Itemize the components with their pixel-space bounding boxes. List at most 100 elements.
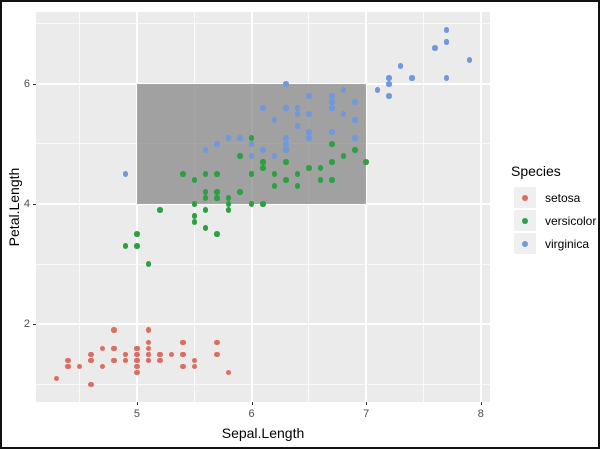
point-virginica [294, 111, 301, 117]
point-virginica [329, 105, 335, 111]
point-versicolor [122, 243, 129, 249]
point-setosa [88, 351, 94, 357]
point-setosa [134, 363, 140, 369]
gridline-minor-h [36, 383, 490, 385]
x-axis-title: Sepal.Length [221, 425, 305, 441]
point-setosa [99, 363, 106, 369]
point-setosa [122, 357, 129, 363]
point-versicolor [363, 159, 369, 165]
point-versicolor [329, 159, 335, 165]
point-versicolor [225, 207, 232, 213]
point-setosa [214, 351, 220, 357]
gridline-minor-v [423, 12, 424, 402]
point-virginica [306, 129, 312, 135]
point-virginica [466, 57, 473, 63]
point-setosa [88, 357, 94, 363]
point-virginica [202, 147, 209, 153]
point-setosa [99, 345, 106, 351]
y-tick-mark [33, 204, 36, 205]
point-versicolor [134, 243, 140, 249]
point-versicolor [225, 195, 232, 201]
point-virginica [397, 63, 404, 69]
point-virginica [352, 135, 358, 141]
gridline-major-v [365, 12, 368, 402]
point-versicolor [191, 177, 197, 183]
point-versicolor [340, 153, 346, 159]
point-virginica [432, 45, 438, 51]
point-virginica [329, 93, 335, 99]
point-versicolor [260, 159, 266, 165]
gridline-major-v [479, 12, 482, 402]
point-virginica [122, 171, 129, 177]
point-setosa [157, 357, 163, 363]
point-setosa [191, 357, 197, 363]
legend-point-icon [522, 240, 528, 247]
point-setosa [122, 351, 129, 357]
point-virginica [283, 81, 289, 87]
gridline-major-h [36, 323, 490, 326]
point-versicolor [352, 147, 358, 153]
point-versicolor [157, 207, 163, 213]
point-virginica [283, 147, 289, 153]
legend-item-label: versicolor [545, 213, 597, 228]
point-virginica [443, 39, 450, 45]
point-versicolor [202, 171, 209, 177]
point-virginica [283, 135, 289, 141]
point-virginica [225, 135, 232, 141]
legend-key [514, 187, 536, 208]
legend: Species setosa versicolor virginica [511, 163, 596, 256]
point-setosa [225, 369, 232, 375]
legend-item-virginica: virginica [514, 233, 596, 254]
y-tick-label: 4 [23, 198, 30, 210]
legend-item-versicolor: versicolor [514, 210, 596, 231]
point-versicolor [248, 171, 255, 177]
legend-item-label: virginica [545, 236, 590, 251]
x-tick-mark [366, 402, 368, 405]
point-versicolor [283, 177, 289, 183]
gridline-minor-v [79, 12, 81, 402]
point-versicolor [271, 171, 278, 177]
point-virginica [386, 93, 392, 99]
point-virginica [283, 141, 289, 147]
point-versicolor [329, 141, 335, 147]
legend-title: Species [511, 163, 561, 179]
y-tick-mark [33, 83, 36, 85]
point-setosa [180, 351, 186, 357]
point-versicolor [271, 183, 278, 189]
point-setosa [65, 363, 71, 369]
point-versicolor [202, 207, 209, 213]
point-virginica [443, 27, 450, 33]
point-versicolor [180, 171, 186, 177]
gridline-major-v [250, 12, 253, 402]
point-setosa [145, 327, 152, 333]
point-virginica [352, 99, 358, 105]
point-setosa [134, 369, 140, 375]
point-setosa [214, 339, 220, 345]
point-setosa [145, 351, 152, 357]
point-versicolor [260, 201, 266, 207]
x-tick-label: 8 [477, 408, 484, 420]
point-virginica [386, 81, 392, 87]
point-setosa [191, 363, 197, 369]
legend-point-icon [522, 194, 528, 201]
point-setosa [111, 345, 117, 351]
point-setosa [76, 363, 83, 369]
point-virginica [443, 75, 450, 81]
point-setosa [145, 357, 152, 363]
legend-point-icon [522, 217, 528, 224]
point-setosa [111, 357, 117, 363]
point-setosa [168, 351, 174, 357]
point-versicolor [317, 165, 324, 171]
point-versicolor [202, 225, 209, 231]
point-setosa [65, 357, 71, 363]
point-virginica [306, 135, 312, 141]
point-versicolor [294, 183, 301, 189]
y-tick-mark [33, 324, 36, 326]
point-versicolor [248, 201, 255, 207]
point-setosa [180, 339, 186, 345]
point-versicolor [214, 231, 220, 237]
point-versicolor [237, 153, 243, 159]
y-tick-label: 6 [23, 77, 30, 90]
point-versicolor [329, 177, 335, 183]
